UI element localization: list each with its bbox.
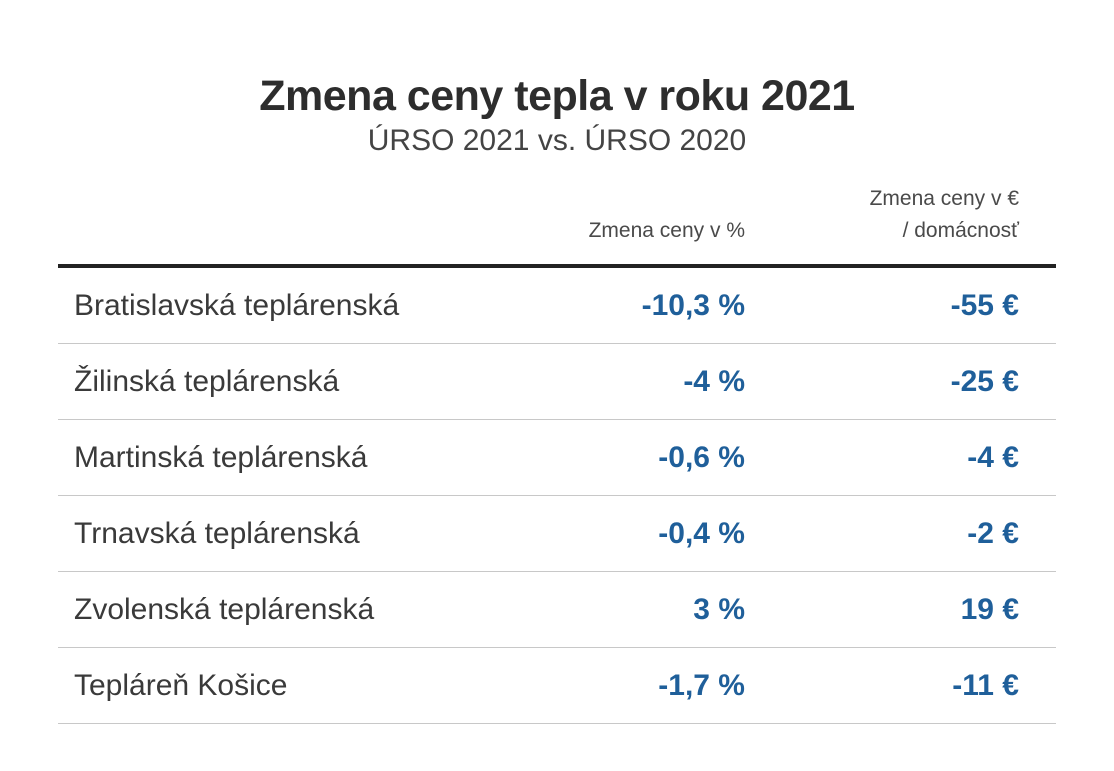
table-row: Zvolenská teplárenská 3 % 19 € [58, 572, 1056, 648]
row-euro-change: -4 € [967, 441, 1019, 474]
row-company-name: Trnavská teplárenská [74, 517, 360, 550]
row-euro-change: -2 € [967, 517, 1019, 550]
row-euro-change: -11 € [952, 669, 1019, 702]
column-header-euro-line-2: / domácnosť [902, 219, 1019, 242]
table-subtitle: ÚRSO 2021 vs. ÚRSO 2020 [367, 124, 747, 157]
row-company-name: Bratislavská teplárenská [74, 289, 400, 322]
column-header-euro: Zmena ceny v € / domácnosť [870, 183, 1019, 247]
table-row: Trnavská teplárenská -0,4 % -2 € [58, 496, 1056, 572]
column-header-euro-line-1: Zmena ceny v € [869, 187, 1019, 210]
table-title: Zmena ceny tepla v roku 2021 [259, 72, 855, 120]
row-percent-change: -0,6 % [658, 441, 745, 474]
row-euro-change: -25 € [950, 365, 1019, 398]
table-row: Žilinská teplárenská -4 % -25 € [58, 344, 1056, 420]
table-row: Bratislavská teplárenská -10,3 % -55 € [58, 268, 1056, 344]
row-euro-change: -55 € [950, 289, 1019, 322]
row-percent-change: 3 % [693, 593, 745, 626]
column-header-percent: Zmena ceny v % [589, 215, 745, 247]
row-euro-change: 19 € [960, 593, 1019, 626]
header-divider [58, 264, 1056, 268]
table-row: Tepláreň Košice -1,7 % -11 € [58, 648, 1056, 724]
row-percent-change: -4 % [683, 365, 745, 398]
row-company-name: Martinská teplárenská [74, 441, 368, 474]
row-company-name: Zvolenská teplárenská [74, 593, 375, 626]
row-company-name: Žilinská teplárenská [74, 365, 340, 398]
row-company-name: Tepláreň Košice [74, 669, 288, 702]
column-header-percent-label: Zmena ceny v % [588, 219, 745, 242]
row-percent-change: -10,3 % [641, 289, 745, 322]
row-percent-change: -1,7 % [658, 669, 745, 702]
table-row: Martinská teplárenská -0,6 % -4 € [58, 420, 1056, 496]
row-percent-change: -0,4 % [658, 517, 745, 550]
